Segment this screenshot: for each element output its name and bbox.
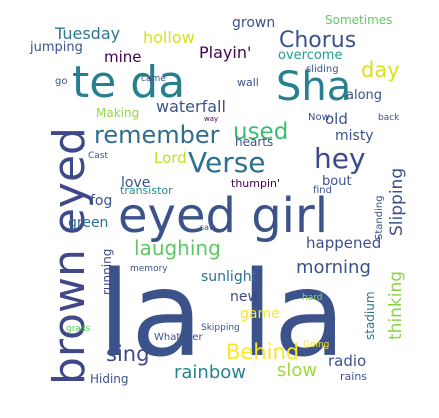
cloud-word: new [230, 289, 259, 305]
cloud-word: rainbow [174, 362, 246, 383]
cloud-word: running [100, 249, 114, 295]
cloud-word: Verse [188, 146, 266, 179]
cloud-word: find [313, 185, 332, 196]
cloud-word: stadium [363, 291, 377, 340]
cloud-word: old [325, 110, 348, 128]
cloud-word: grass [66, 324, 91, 334]
cloud-word: radio [328, 352, 366, 370]
cloud-word: hearts [235, 135, 273, 149]
cloud-word: game [240, 306, 280, 322]
cloud-word: brown eyed [44, 127, 95, 385]
cloud-word: thinking [386, 271, 406, 340]
cloud-word: misty [335, 128, 374, 144]
cloud-word: grown [232, 15, 275, 31]
cloud-word: Cast [88, 151, 108, 161]
cloud-word: mine [104, 48, 142, 66]
cloud-word: rains [340, 370, 367, 383]
cloud-word: wall [237, 76, 259, 89]
cloud-word: morning [296, 257, 371, 278]
cloud-word: hey [314, 142, 366, 175]
cloud-word: overcome [278, 48, 342, 63]
cloud-word: Sha [276, 64, 351, 110]
cloud-word: go [55, 76, 67, 87]
cloud-word: Playin' [199, 43, 251, 62]
cloud-word: Behind [226, 340, 299, 364]
cloud-word: thumpin' [231, 177, 280, 190]
cloud-word: la la [98, 245, 346, 383]
cloud-word: way [204, 115, 218, 123]
cloud-word: saw [200, 223, 216, 232]
cloud-word: happened [306, 234, 381, 252]
cloud-word: slow [277, 360, 317, 381]
cloud-word: sing [106, 342, 149, 366]
cloud-word: memory [130, 264, 168, 274]
cloud-word: Chorus [279, 28, 356, 53]
cloud-word: te da [72, 57, 185, 108]
cloud-word: Standing [374, 195, 385, 240]
cloud-word: Skipping [201, 323, 240, 333]
cloud-word: sunlight [201, 269, 258, 285]
cloud-word: Whatever [154, 332, 203, 343]
cloud-word: remember [94, 121, 220, 149]
cloud-word: sliding [306, 64, 339, 75]
cloud-word: hollow [143, 28, 195, 47]
cloud-word: Now [308, 112, 330, 123]
cloud-word: Sometimes [325, 13, 392, 27]
cloud-word: eyed girl [118, 188, 328, 244]
cloud-word: hard [302, 293, 322, 303]
cloud-word: Going [303, 340, 329, 350]
cloud-word: laughing [134, 236, 221, 260]
cloud-word: Slipping [387, 168, 407, 236]
cloud-word: fog [90, 193, 112, 209]
cloud-word: came [141, 74, 166, 84]
cloud-word: Making [96, 106, 139, 120]
cloud-word: jumping [29, 40, 83, 55]
cloud-word: waterfall [156, 97, 226, 116]
cloud-word: love [121, 175, 150, 191]
cloud-word: Lord [154, 149, 187, 167]
cloud-word: green [68, 215, 108, 231]
cloud-word: Tuesday [54, 24, 120, 43]
cloud-word: bout [322, 174, 352, 189]
cloud-word: Hiding [90, 372, 129, 386]
cloud-word: day [361, 58, 400, 82]
cloud-word: used [233, 119, 288, 145]
cloud-word: back [378, 113, 400, 123]
cloud-word: along [346, 88, 382, 103]
cloud-word: transistor [120, 184, 173, 197]
